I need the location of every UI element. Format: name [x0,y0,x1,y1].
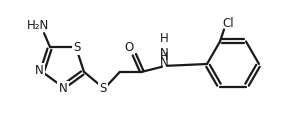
Text: O: O [124,41,134,54]
Text: H
N: H N [160,32,168,60]
Text: H: H [160,52,168,62]
Text: N: N [160,56,168,69]
Text: S: S [73,41,81,54]
Text: S: S [99,82,107,95]
Text: N: N [59,82,67,95]
Text: H₂N: H₂N [27,19,49,32]
Text: N: N [35,64,43,77]
Text: Cl: Cl [222,17,234,30]
